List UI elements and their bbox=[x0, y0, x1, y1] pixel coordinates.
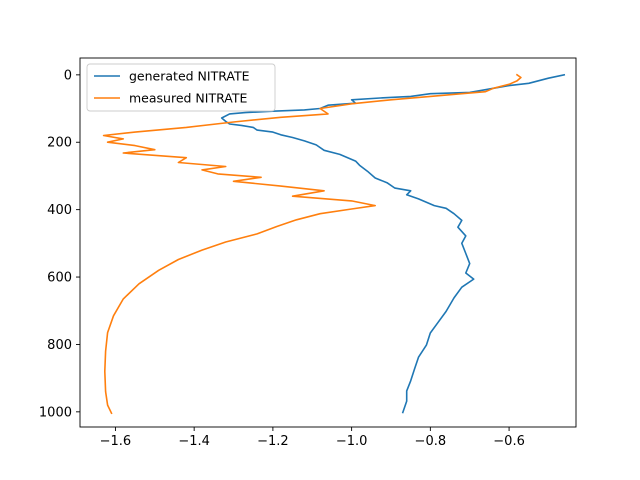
y-tick-label: 1000 bbox=[39, 405, 72, 420]
y-tick-label: 800 bbox=[47, 338, 72, 353]
x-tick-label: −0.8 bbox=[415, 434, 447, 449]
series-line-measured-nitrate bbox=[102, 73, 522, 415]
y-tick-label: 0 bbox=[64, 68, 72, 83]
legend: generated NITRATE measured NITRATE bbox=[86, 63, 276, 112]
legend-label-measured-nitrate: measured NITRATE bbox=[129, 91, 247, 106]
y-axis: 0 200 400 600 800 1000 bbox=[39, 68, 80, 420]
x-tick-label: −1.0 bbox=[336, 434, 368, 449]
x-axis: −1.6 −1.4 −1.2 −1.0 −0.8 −0.6 bbox=[100, 427, 525, 449]
y-tick-label: 400 bbox=[47, 203, 72, 218]
legend-label-generated-nitrate: generated NITRATE bbox=[129, 69, 250, 84]
x-tick-label: −1.6 bbox=[100, 434, 132, 449]
series-layer bbox=[102, 73, 566, 415]
axes-frame bbox=[79, 57, 577, 428]
y-tick-label: 600 bbox=[47, 271, 72, 286]
x-tick-label: −1.2 bbox=[257, 434, 289, 449]
x-tick-label: −1.4 bbox=[178, 434, 210, 449]
legend-box bbox=[86, 63, 276, 112]
x-tick-label: −0.6 bbox=[493, 434, 525, 449]
y-tick-label: 200 bbox=[47, 136, 72, 151]
